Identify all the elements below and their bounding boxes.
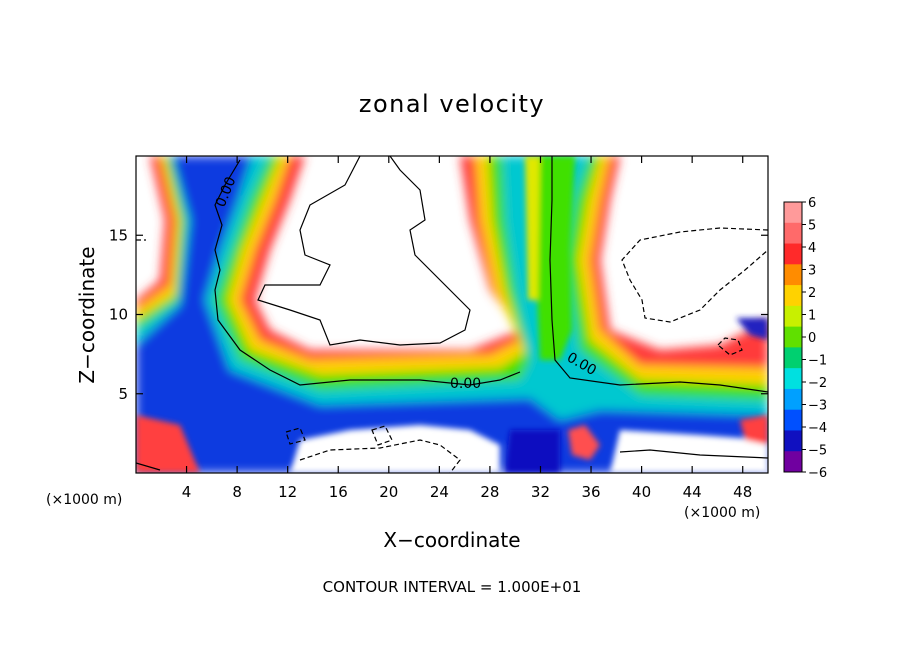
x-tick-label: 40 <box>632 483 651 501</box>
colorbar-label: 4 <box>808 241 816 256</box>
contour-label: 0.00 <box>450 376 481 392</box>
colorbar-label: −2 <box>808 376 827 391</box>
x-tick-label: 12 <box>278 483 297 501</box>
colorbar-label: 6 <box>808 196 816 211</box>
colorbar-swatch <box>784 243 802 265</box>
x-tick-label: 20 <box>379 483 398 501</box>
x-tick-label: 28 <box>480 483 499 501</box>
x-tick-label: 8 <box>232 483 242 501</box>
x-tick-label: 32 <box>531 483 550 501</box>
contour-interval-note: CONTOUR INTERVAL = 1.000E+01 <box>323 578 582 596</box>
x-tick-label: 36 <box>581 483 600 501</box>
colorbar-label: −3 <box>808 399 827 414</box>
colorbar-swatch <box>784 305 802 328</box>
colorbar-label: 5 <box>808 219 816 234</box>
x-tick-label: 44 <box>683 483 702 501</box>
colorbar-label: −4 <box>808 421 827 436</box>
y-tick-label: 10 <box>109 306 128 324</box>
x-tick-label: 16 <box>329 483 348 501</box>
velocity-field <box>136 156 768 473</box>
y-tick-label: 5 <box>118 385 128 403</box>
colorbar-swatch <box>784 347 802 369</box>
colorbar-swatch <box>784 409 802 431</box>
colorbar-swatch <box>784 202 802 224</box>
colorbar-label: 3 <box>808 264 816 279</box>
x-tick-label: 4 <box>182 483 192 501</box>
colorbar-label: 0 <box>808 331 816 346</box>
x-axis-label: X−coordinate <box>383 528 520 552</box>
colorbar-label: −6 <box>808 466 827 481</box>
y-tick-label: 15 <box>109 226 128 244</box>
colorbar-swatch <box>784 451 802 473</box>
y-axis-label: Z−coordinate <box>75 246 99 383</box>
colorbar-label: −1 <box>808 354 827 369</box>
y-axis-ticks: 5 10 15 <box>109 226 768 403</box>
colorbar-swatch <box>784 368 802 390</box>
x-unit-left: (×1000 m) <box>46 492 122 508</box>
colorbar-label: −5 <box>808 444 827 459</box>
colorbar-swatch <box>784 264 802 286</box>
colorbar-label: 2 <box>808 286 816 301</box>
colorbar-swatch <box>784 430 802 452</box>
colorbar-swatch <box>784 285 802 307</box>
colorbar-swatch <box>784 388 802 411</box>
x-tick-label: 48 <box>733 483 752 501</box>
x-tick-label: 24 <box>430 483 449 501</box>
colorbar: 6 5 4 3 2 1 0 −1 −2 −3 −4 −5 −6 <box>783 196 827 481</box>
contour-lines <box>136 156 768 473</box>
colorbar-swatch <box>784 222 802 245</box>
x-unit-right: (×1000 m) <box>684 505 760 521</box>
chart-title: zonal velocity <box>359 90 545 118</box>
x-axis-ticks: 4 8 12 16 20 24 28 32 36 40 44 48 <box>182 156 752 501</box>
colorbar-swatch <box>784 326 802 348</box>
colorbar-label: 1 <box>808 309 816 324</box>
